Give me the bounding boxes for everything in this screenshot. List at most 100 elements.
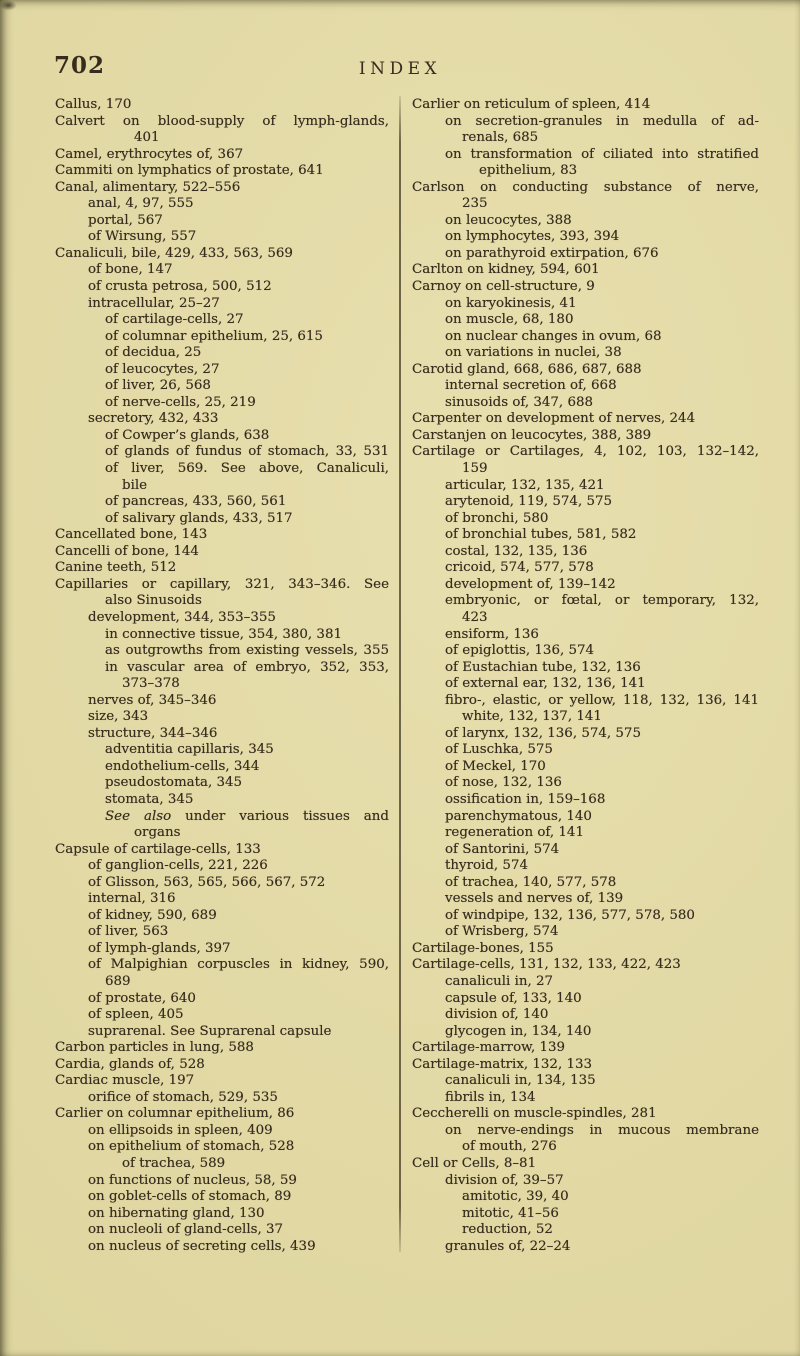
index-line: Cardia, glands of, 528 bbox=[55, 1056, 205, 1072]
index-line: of Eustachian tube, 132, 136 bbox=[445, 659, 641, 675]
index-line: of Cowper’s glands, 638 bbox=[105, 427, 270, 443]
index-line: Ceccherelli on muscle-spindles, 281 bbox=[412, 1106, 657, 1122]
index-line: Carlson on conducting substance of nerve… bbox=[412, 179, 759, 195]
index-line: of liver, 26, 568 bbox=[105, 378, 211, 394]
index-line: of epiglottis, 136, 574 bbox=[445, 643, 595, 659]
index-line: of Malpighian corpuscles in kidney, 590, bbox=[88, 957, 389, 973]
index-line: of windpipe, 132, 136, 577, 578, 580 bbox=[445, 907, 695, 923]
index-line: internal, 316 bbox=[88, 891, 176, 907]
index-line: on nucleoli of gland-cells, 37 bbox=[88, 1222, 284, 1238]
index-line: 235 bbox=[462, 196, 488, 212]
index-line: of Santorini, 574 bbox=[445, 841, 560, 857]
index-line: of Meckel, 170 bbox=[445, 758, 546, 774]
index-line: suprarenal. See Suprarenal capsule bbox=[88, 1023, 332, 1039]
index-line: mitotic, 41–56 bbox=[462, 1205, 559, 1221]
index-line: of prostate, 640 bbox=[88, 990, 196, 1006]
index-line: Calvert on blood-supply of lymph-glands, bbox=[55, 113, 389, 129]
index-line: granules of, 22–24 bbox=[445, 1238, 571, 1254]
index-line: on goblet-cells of stomach, 89 bbox=[88, 1189, 292, 1205]
index-line: Callus, 170 bbox=[55, 97, 132, 112]
index-line: on leucocytes, 388 bbox=[445, 212, 572, 228]
index-line: Capsule of cartilage-cells, 133 bbox=[55, 841, 261, 857]
index-line: secretory, 432, 433 bbox=[88, 411, 219, 427]
index-line: of liver, 569. See above, Canaliculi, bbox=[105, 461, 389, 477]
index-line: 373–378 bbox=[122, 676, 180, 692]
index-line: renals, 685 bbox=[462, 130, 539, 146]
index-line: of Wrisberg, 574 bbox=[445, 924, 559, 940]
index-line: Canaliculi, bile, 429, 433, 563, 569 bbox=[55, 245, 293, 261]
index-line: of bronchi, 580 bbox=[445, 510, 549, 526]
index-line: as outgrowths from existing vessels, 355 bbox=[105, 643, 389, 659]
index-line: of bone, 147 bbox=[88, 262, 173, 278]
index-line: capsule of, 133, 140 bbox=[445, 990, 582, 1006]
index-line: on muscle, 68, 180 bbox=[445, 312, 574, 328]
running-head-title: INDEX bbox=[358, 59, 442, 79]
index-line: of larynx, 132, 136, 574, 575 bbox=[445, 725, 641, 741]
index-line: of pancreas, 433, 560, 561 bbox=[105, 494, 287, 510]
index-line: Cardiac muscle, 197 bbox=[55, 1073, 195, 1089]
index-line: intracellular, 25–27 bbox=[88, 295, 220, 311]
index-line: on hibernating gland, 130 bbox=[88, 1205, 265, 1221]
index-line: of Wirsung, 557 bbox=[88, 229, 197, 245]
index-line: of bronchial tubes, 581, 582 bbox=[445, 527, 637, 543]
index-line: thyroid, 574 bbox=[445, 858, 528, 874]
index-line: Capillaries or capillary, 321, 343–346. … bbox=[55, 576, 389, 592]
index-line: of nerve-cells, 25, 219 bbox=[105, 394, 256, 410]
column-divider-rule bbox=[399, 96, 401, 1252]
index-line: bile bbox=[122, 477, 148, 493]
index-line: Camel, erythrocytes of, 367 bbox=[55, 146, 244, 162]
index-line: Cancelli of bone, 144 bbox=[55, 543, 199, 559]
index-line: Carlier on columnar epithelium, 86 bbox=[55, 1106, 295, 1122]
index-line: on ellipsoids in spleen, 409 bbox=[88, 1122, 273, 1138]
index-line: on lymphocytes, 393, 394 bbox=[445, 229, 620, 245]
index-line: 689 bbox=[105, 973, 131, 989]
index-line: 401 bbox=[134, 130, 160, 146]
index-line: Cartilage-cells, 131, 132, 133, 422, 423 bbox=[412, 957, 681, 973]
index-line: Carstanjen on leucocytes, 388, 389 bbox=[412, 427, 652, 443]
index-line: white, 132, 137, 141 bbox=[462, 709, 602, 725]
index-line: See also under various tissues and bbox=[105, 808, 389, 824]
index-line: of trachea, 140, 577, 578 bbox=[445, 874, 617, 890]
index-line: also Sinusoids bbox=[105, 593, 202, 609]
index-line: Carbon particles in lung, 588 bbox=[55, 1040, 254, 1056]
index-line: epithelium, 83 bbox=[479, 163, 578, 179]
index-line: of mouth, 276 bbox=[462, 1139, 557, 1155]
index-line: development, 344, 353–355 bbox=[88, 609, 276, 625]
index-line: parenchymatous, 140 bbox=[445, 808, 592, 824]
index-line: ossification in, 159–168 bbox=[445, 791, 606, 807]
index-line: Cancellated bone, 143 bbox=[55, 527, 208, 543]
index-line: on variations in nuclei, 38 bbox=[445, 345, 622, 361]
index-line: structure, 344–346 bbox=[88, 725, 218, 741]
index-line: Carnoy on cell-structure, 9 bbox=[412, 279, 595, 295]
index-line: canaliculi in, 134, 135 bbox=[445, 1073, 596, 1089]
index-line: vessels and nerves of, 139 bbox=[445, 891, 624, 907]
index-line: on functions of nucleus, 58, 59 bbox=[88, 1172, 297, 1188]
index-line: glycogen in, 134, 140 bbox=[445, 1023, 592, 1039]
index-column-right: Carlier on reticulum of spleen, 414 on se… bbox=[412, 97, 759, 1255]
index-line: of Luschka, 575 bbox=[445, 742, 553, 758]
index-line: of cartilage-cells, 27 bbox=[105, 312, 244, 328]
index-line: adventitia capillaris, 345 bbox=[105, 742, 274, 758]
index-line: Cartilage-matrix, 132, 133 bbox=[412, 1056, 593, 1072]
index-line: on nuclear changes in ovum, 68 bbox=[445, 328, 662, 344]
index-line: 423 bbox=[462, 609, 488, 625]
index-line: of ganglion-cells, 221, 226 bbox=[88, 858, 268, 874]
index-line: size, 343 bbox=[88, 709, 149, 725]
index-line: endothelium-cells, 344 bbox=[105, 758, 260, 774]
index-column-left: Callus, 170 Calvert on blood-supply of ly… bbox=[55, 97, 389, 1255]
index-line: Carlton on kidney, 594, 601 bbox=[412, 262, 600, 278]
index-line: Carlier on reticulum of spleen, 414 bbox=[412, 97, 651, 112]
index-line: amitotic, 39, 40 bbox=[462, 1189, 569, 1205]
index-line: of liver, 563 bbox=[88, 924, 169, 940]
scan-smudge bbox=[0, 0, 30, 24]
index-line: of columnar epithelium, 25, 615 bbox=[105, 328, 323, 344]
index-line: portal, 567 bbox=[88, 212, 163, 228]
index-line: cricoid, 574, 577, 578 bbox=[445, 560, 594, 576]
index-line: canaliculi in, 27 bbox=[445, 973, 554, 989]
index-line: of glands of fundus of stomach, 33, 531 bbox=[105, 444, 389, 460]
index-line: on epithelium of stomach, 528 bbox=[88, 1139, 295, 1155]
page-number: 702 bbox=[54, 52, 106, 79]
index-line: Carpenter on development of nerves, 244 bbox=[412, 411, 696, 427]
index-line: on karyokinesis, 41 bbox=[445, 295, 577, 311]
